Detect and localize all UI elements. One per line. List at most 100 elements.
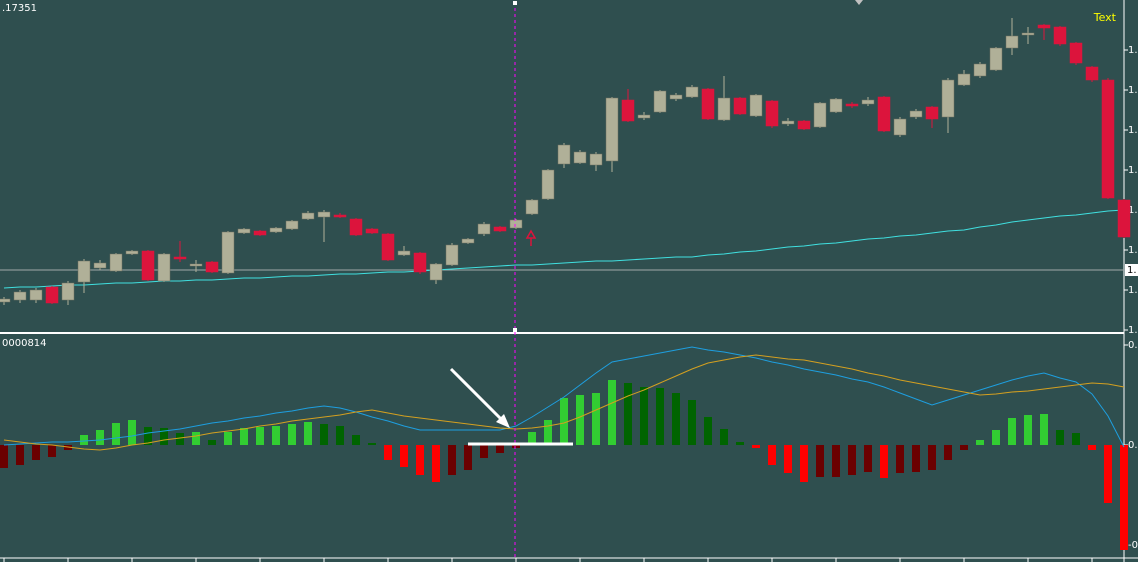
macd-bar <box>1104 445 1112 503</box>
macd-bar <box>208 440 216 445</box>
candle-body <box>61 282 75 301</box>
y-tick-label: 1. <box>1128 125 1138 136</box>
candle-body <box>605 97 619 162</box>
candle-body <box>269 227 283 233</box>
plot-layer: 1. 1. 1. 1. 1. 1. 1. 1. 1. 0.0 0.0 -0. <box>0 18 1138 562</box>
macd-bar <box>944 445 952 460</box>
candle-body <box>877 96 891 132</box>
candle-body <box>717 97 731 121</box>
candle-body <box>45 286 59 304</box>
candle-body <box>589 153 603 166</box>
label-text: Text <box>1093 11 1117 24</box>
macd-bar <box>400 445 408 467</box>
candle-body <box>509 219 523 229</box>
macd-bar <box>1008 418 1016 445</box>
macd-bar <box>192 432 200 445</box>
macd-bar <box>656 388 664 445</box>
macd-bar <box>1088 445 1096 450</box>
candle-body <box>941 79 955 118</box>
candle-body <box>93 262 107 269</box>
cursor-handle <box>513 328 517 332</box>
candle-body <box>0 298 11 303</box>
y-tick-label: 0.0 <box>1128 340 1138 351</box>
macd-bar <box>128 420 136 445</box>
candle-body <box>733 97 747 115</box>
candle-body <box>301 212 315 220</box>
macd-bar <box>816 445 824 477</box>
candle-body <box>573 151 587 164</box>
macd-bar <box>1072 433 1080 445</box>
candle-body <box>669 94 683 100</box>
candle-body <box>813 102 827 128</box>
annotation-arrowhead <box>496 414 510 428</box>
macd-bar <box>640 387 648 445</box>
candle-body <box>173 256 187 260</box>
candle-body <box>1021 32 1035 36</box>
candle-body <box>205 261 219 273</box>
candle-body <box>797 120 811 130</box>
candle-body <box>333 214 347 218</box>
candle-body <box>957 73 971 86</box>
candle-body <box>653 90 667 113</box>
macd-bar <box>560 398 568 445</box>
annotation-arrow <box>449 367 507 425</box>
macd-bar <box>848 445 856 475</box>
y-tick-label: 1. <box>1128 245 1138 256</box>
candle-body <box>637 114 651 119</box>
candle-body <box>493 226 507 232</box>
candle-body <box>429 263 443 281</box>
macd-bar <box>752 445 760 448</box>
macd-bar <box>112 423 120 445</box>
macd-bar <box>544 420 552 445</box>
macd-bar <box>144 427 152 445</box>
candle-body <box>621 99 635 122</box>
price-label-box <box>1125 264 1138 276</box>
candle-body <box>1117 199 1131 238</box>
macd-bar <box>976 440 984 445</box>
candle-body <box>685 86 699 98</box>
macd-bar <box>48 445 56 457</box>
candle-body <box>845 103 859 107</box>
candle-body <box>29 289 43 301</box>
macd-bar <box>336 426 344 445</box>
candle-body <box>365 228 379 234</box>
candle-body <box>221 231 235 274</box>
candle-body <box>861 99 875 105</box>
cursor-handle <box>513 1 517 5</box>
candle-body <box>557 144 571 165</box>
candle-body <box>1069 42 1083 64</box>
macd-bar <box>96 430 104 445</box>
candle-body <box>701 88 715 120</box>
macd-bar <box>608 380 616 445</box>
macd-bar <box>32 445 40 460</box>
macd-bar <box>1120 445 1128 550</box>
price-header: .17351 <box>2 3 37 14</box>
macd-bar <box>832 445 840 477</box>
macd-bar <box>704 417 712 445</box>
macd-bar <box>256 427 264 445</box>
candle-body <box>125 250 139 255</box>
indicator-line <box>3 346 1125 448</box>
candle-body <box>77 260 91 283</box>
macd-bar <box>800 445 808 482</box>
macd-bar <box>736 442 744 445</box>
candle-body <box>1037 24 1051 29</box>
macd-bar <box>16 445 24 465</box>
indicator-line <box>3 354 1125 451</box>
macd-bar <box>320 424 328 445</box>
y-tick-label: 0.0 <box>1128 440 1138 451</box>
macd-bar <box>960 445 968 450</box>
candle-body <box>1085 66 1099 81</box>
macd-bar <box>448 445 456 475</box>
candle-body <box>973 63 987 77</box>
y-tick-label: 1. <box>1128 285 1138 296</box>
macd-bar <box>672 393 680 445</box>
candle-body <box>285 220 299 230</box>
macd-bar <box>880 445 888 478</box>
y-tick-label: 1. <box>1128 165 1138 176</box>
y-tick-label: 1. <box>1128 45 1138 56</box>
candle-body <box>525 199 539 215</box>
candle-body <box>1005 35 1019 49</box>
macd-bar <box>624 383 632 445</box>
